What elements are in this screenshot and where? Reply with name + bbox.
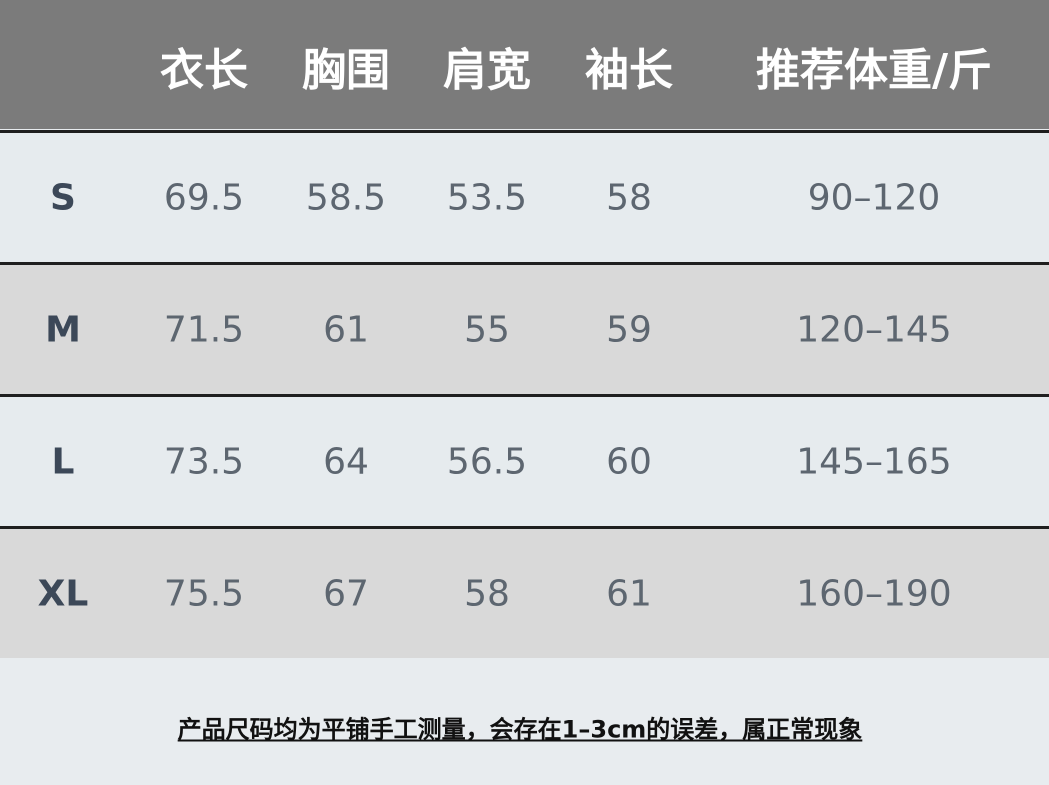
row-divider [0, 526, 1049, 529]
column-header: 推荐体重/斤 [755, 45, 993, 96]
measurement: 58 [606, 177, 652, 218]
column-header: 胸围 [302, 45, 390, 96]
row-band [0, 529, 1049, 658]
measurement: 160–190 [796, 573, 952, 614]
measurement: 58 [464, 573, 510, 614]
measurement: 69.5 [163, 177, 245, 218]
measurement: 56.5 [446, 441, 528, 482]
measurement: 61 [606, 573, 652, 614]
row-band [0, 397, 1049, 526]
measurement: 67 [323, 573, 369, 614]
row-divider [0, 262, 1049, 265]
row-band [0, 265, 1049, 394]
measurement: 58.5 [305, 177, 387, 218]
measurement: 90–120 [807, 177, 941, 218]
measurement: 59 [606, 309, 652, 350]
measurement: 53.5 [446, 177, 528, 218]
measurement: 145–165 [796, 441, 952, 482]
row-band [0, 133, 1049, 262]
measurement: 120–145 [796, 309, 952, 350]
measurement: 55 [464, 309, 510, 350]
size-label: S [50, 177, 76, 218]
measurement: 75.5 [163, 573, 245, 614]
size-label: L [51, 441, 75, 482]
column-header: 衣长 [160, 45, 248, 96]
column-header: 肩宽 [443, 45, 531, 96]
measurement: 71.5 [163, 309, 245, 350]
row-divider [0, 394, 1049, 397]
measurement: 64 [323, 441, 369, 482]
footer-note: 产品尺码均为平铺手工测量，会存在1–3cm的误差，属正常现象 [177, 715, 863, 744]
row-divider [0, 130, 1049, 133]
column-header: 袖长 [585, 45, 673, 96]
size-label: M [45, 309, 81, 350]
measurement: 73.5 [163, 441, 245, 482]
size-label: XL [37, 573, 89, 614]
measurement: 61 [323, 309, 369, 350]
measurement: 60 [606, 441, 652, 482]
header-band [0, 0, 1049, 129]
